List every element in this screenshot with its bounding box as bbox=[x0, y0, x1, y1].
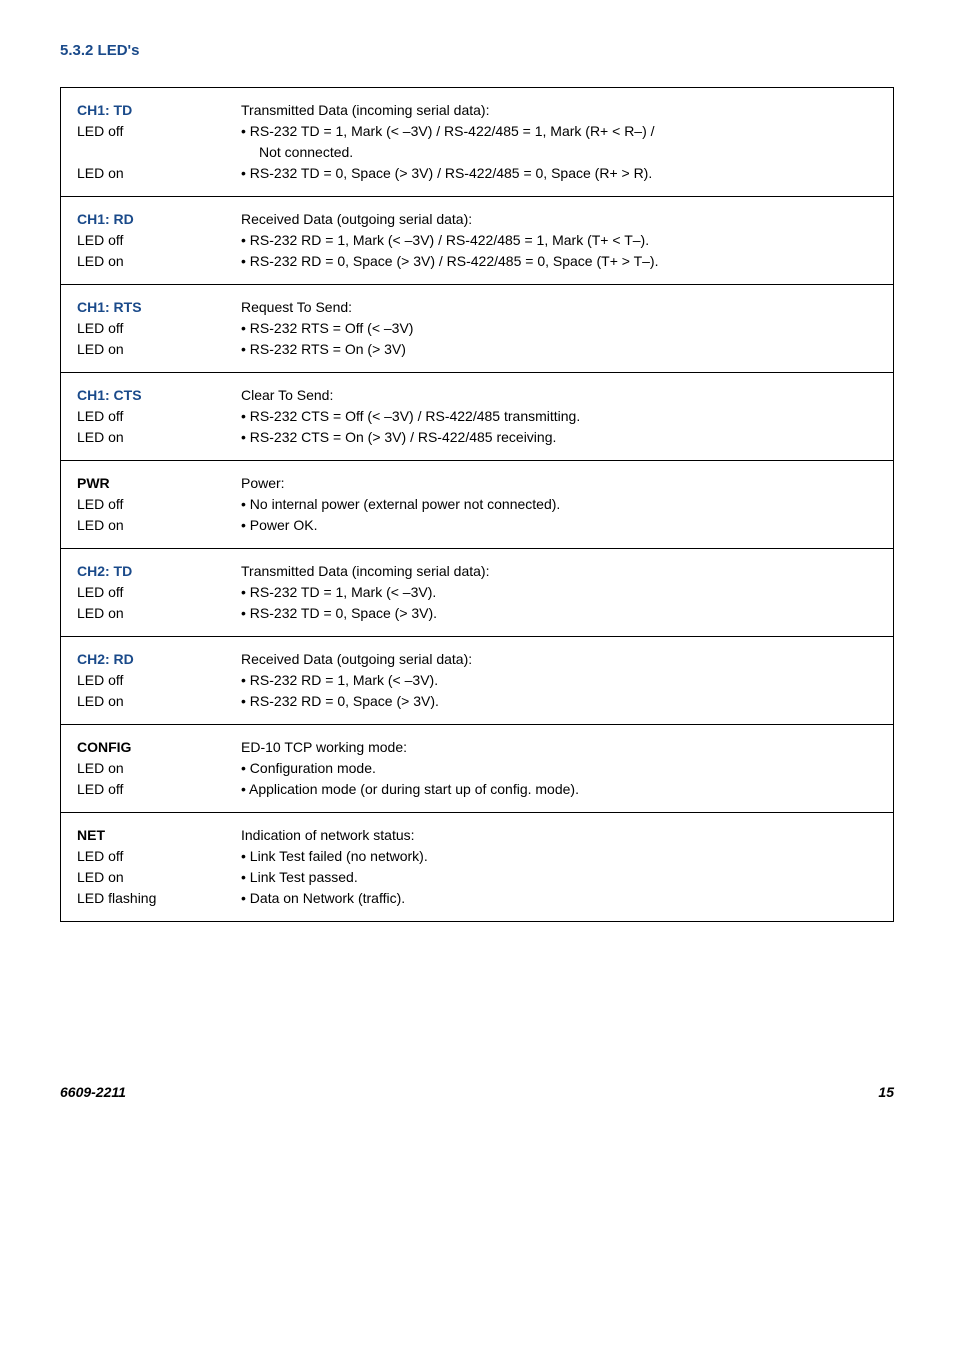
description-line: • RS-232 TD = 1, Mark (< –3V). bbox=[241, 582, 877, 603]
row-label: CH1: CTS bbox=[77, 385, 203, 406]
description-line: Received Data (outgoing serial data): bbox=[241, 649, 877, 670]
description-line: • RS-232 RD = 1, Mark (< –3V). bbox=[241, 670, 877, 691]
row-description: Received Data (outgoing serial data):• R… bbox=[211, 649, 893, 712]
table-cell: CONFIGLED onLED offED-10 TCP working mod… bbox=[61, 725, 893, 812]
table-cell: CH2: TDLED offLED onTransmitted Data (in… bbox=[61, 549, 893, 636]
description-line: • RS-232 RD = 0, Space (> 3V). bbox=[241, 691, 877, 712]
footer-doc-number: 6609-2211 bbox=[60, 1082, 126, 1103]
row-label: LED on bbox=[77, 603, 203, 624]
description-line: • RS-232 TD = 1, Mark (< –3V) / RS-422/4… bbox=[241, 121, 877, 142]
row-label: LED off bbox=[77, 230, 203, 251]
row-label: NET bbox=[77, 825, 203, 846]
description-line: • RS-232 TD = 0, Space (> 3V) / RS-422/4… bbox=[241, 163, 877, 184]
row-labels: CH1: TDLED off LED on bbox=[61, 100, 211, 184]
table-cell: CH1: RTSLED offLED onRequest To Send:• R… bbox=[61, 285, 893, 372]
table-cell: CH1: TDLED off LED onTransmitted Data (i… bbox=[61, 88, 893, 196]
table-row: CH1: CTSLED offLED onClear To Send:• RS-… bbox=[61, 372, 893, 460]
row-label: LED on bbox=[77, 758, 203, 779]
row-label: LED on bbox=[77, 867, 203, 888]
description-line: • Link Test passed. bbox=[241, 867, 877, 888]
row-label: LED on bbox=[77, 515, 203, 536]
description-line: Transmitted Data (incoming serial data): bbox=[241, 100, 877, 121]
row-label: LED off bbox=[77, 406, 203, 427]
row-label: LED off bbox=[77, 670, 203, 691]
row-label: LED off bbox=[77, 318, 203, 339]
description-line: Request To Send: bbox=[241, 297, 877, 318]
row-labels: CH2: RDLED offLED on bbox=[61, 649, 211, 712]
row-label: CH1: RD bbox=[77, 209, 203, 230]
description-line: Power: bbox=[241, 473, 877, 494]
row-description: Indication of network status:• Link Test… bbox=[211, 825, 893, 909]
row-description: Power:• No internal power (external powe… bbox=[211, 473, 893, 536]
row-description: Clear To Send:• RS-232 CTS = Off (< –3V)… bbox=[211, 385, 893, 448]
row-label: LED on bbox=[77, 339, 203, 360]
table-cell: CH1: CTSLED offLED onClear To Send:• RS-… bbox=[61, 373, 893, 460]
row-label: LED off bbox=[77, 494, 203, 515]
description-line: Indication of network status: bbox=[241, 825, 877, 846]
row-description: Request To Send:• RS-232 RTS = Off (< –3… bbox=[211, 297, 893, 360]
row-label: LED on bbox=[77, 427, 203, 448]
row-label bbox=[77, 142, 203, 163]
led-table: CH1: TDLED off LED onTransmitted Data (i… bbox=[60, 87, 894, 922]
description-line: • Power OK. bbox=[241, 515, 877, 536]
row-labels: CONFIGLED onLED off bbox=[61, 737, 211, 800]
description-line: • Configuration mode. bbox=[241, 758, 877, 779]
table-row: CONFIGLED onLED offED-10 TCP working mod… bbox=[61, 724, 893, 812]
description-line: • RS-232 RD = 1, Mark (< –3V) / RS-422/4… bbox=[241, 230, 877, 251]
row-labels: PWRLED offLED on bbox=[61, 473, 211, 536]
row-labels: CH1: RTSLED offLED on bbox=[61, 297, 211, 360]
row-label: LED flashing bbox=[77, 888, 203, 909]
description-line: Received Data (outgoing serial data): bbox=[241, 209, 877, 230]
section-heading: 5.3.2 LED's bbox=[60, 40, 894, 63]
table-row: CH2: TDLED offLED onTransmitted Data (in… bbox=[61, 548, 893, 636]
table-row: PWRLED offLED onPower:• No internal powe… bbox=[61, 460, 893, 548]
row-labels: CH1: RDLED offLED on bbox=[61, 209, 211, 272]
table-row: CH1: RTSLED offLED onRequest To Send:• R… bbox=[61, 284, 893, 372]
description-line: • No internal power (external power not … bbox=[241, 494, 877, 515]
row-label: LED off bbox=[77, 779, 203, 800]
description-line: • RS-232 RTS = On (> 3V) bbox=[241, 339, 877, 360]
row-label: LED on bbox=[77, 251, 203, 272]
description-line: ED-10 TCP working mode: bbox=[241, 737, 877, 758]
row-labels: CH1: CTSLED offLED on bbox=[61, 385, 211, 448]
row-label: CH1: RTS bbox=[77, 297, 203, 318]
row-description: Transmitted Data (incoming serial data):… bbox=[211, 100, 893, 184]
description-line: • Application mode (or during start up o… bbox=[241, 779, 877, 800]
description-line: • RS-232 RTS = Off (< –3V) bbox=[241, 318, 877, 339]
row-label: CH1: TD bbox=[77, 100, 203, 121]
row-description: ED-10 TCP working mode:• Configuration m… bbox=[211, 737, 893, 800]
description-line: • RS-232 TD = 0, Space (> 3V). bbox=[241, 603, 877, 624]
footer-page-number: 15 bbox=[878, 1082, 894, 1103]
row-description: Received Data (outgoing serial data):• R… bbox=[211, 209, 893, 272]
row-label: LED off bbox=[77, 121, 203, 142]
description-line: • Link Test failed (no network). bbox=[241, 846, 877, 867]
description-line: • RS-232 CTS = On (> 3V) / RS-422/485 re… bbox=[241, 427, 877, 448]
table-cell: NETLED offLED onLED flashingIndication o… bbox=[61, 813, 893, 921]
description-line: • RS-232 RD = 0, Space (> 3V) / RS-422/4… bbox=[241, 251, 877, 272]
description-line: • RS-232 CTS = Off (< –3V) / RS-422/485 … bbox=[241, 406, 877, 427]
row-label: LED off bbox=[77, 846, 203, 867]
table-cell: PWRLED offLED onPower:• No internal powe… bbox=[61, 461, 893, 548]
table-row: NETLED offLED onLED flashingIndication o… bbox=[61, 812, 893, 921]
row-label: CH2: TD bbox=[77, 561, 203, 582]
row-label: CONFIG bbox=[77, 737, 203, 758]
row-labels: NETLED offLED onLED flashing bbox=[61, 825, 211, 909]
description-line: • Data on Network (traffic). bbox=[241, 888, 877, 909]
row-label: PWR bbox=[77, 473, 203, 494]
row-label: LED off bbox=[77, 582, 203, 603]
row-label: CH2: RD bbox=[77, 649, 203, 670]
row-labels: CH2: TDLED offLED on bbox=[61, 561, 211, 624]
row-description: Transmitted Data (incoming serial data):… bbox=[211, 561, 893, 624]
table-cell: CH1: RDLED offLED onReceived Data (outgo… bbox=[61, 197, 893, 284]
table-row: CH1: RDLED offLED onReceived Data (outgo… bbox=[61, 196, 893, 284]
row-label: LED on bbox=[77, 163, 203, 184]
row-label: LED on bbox=[77, 691, 203, 712]
page-footer: 6609-2211 15 bbox=[60, 1082, 894, 1103]
table-row: CH2: RDLED offLED onReceived Data (outgo… bbox=[61, 636, 893, 724]
table-cell: CH2: RDLED offLED onReceived Data (outgo… bbox=[61, 637, 893, 724]
description-line: Transmitted Data (incoming serial data): bbox=[241, 561, 877, 582]
description-line: Not connected. bbox=[241, 142, 877, 163]
table-row: CH1: TDLED off LED onTransmitted Data (i… bbox=[61, 88, 893, 196]
description-line: Clear To Send: bbox=[241, 385, 877, 406]
